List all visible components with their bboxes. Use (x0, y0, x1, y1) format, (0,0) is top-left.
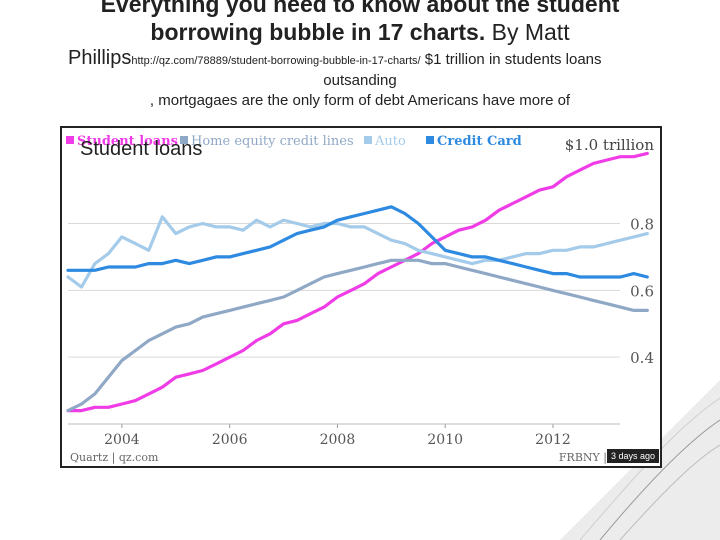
legend-swatch-3 (426, 136, 434, 144)
source-right: FRBNY | (559, 451, 607, 465)
series-line-student-loans (66, 151, 649, 413)
title-line-1: Everything you need to know about the st… (40, 0, 680, 18)
legend-label-3: Credit Card (437, 134, 522, 149)
legend-swatch-2 (364, 136, 372, 144)
y-tick-label-0.4: 0.4 (630, 349, 654, 367)
timestamp-badge: 3 days ago (607, 449, 660, 463)
subtitle-text: $1 trillion in students loans (420, 51, 602, 68)
x-tick-label-2006: 2006 (212, 432, 248, 448)
title-text-2-bold: borrowing bubble in 17 charts. (150, 19, 486, 45)
title-text-1: Everything you need to know about the st… (100, 0, 620, 17)
legend-label-1: Home equity credit lines (191, 134, 354, 149)
subtitle-continued: outsanding (323, 72, 397, 89)
series-line-home-equity-credit-lines (66, 258, 649, 413)
title-line-3: Phillipshttp://qz.com/78889/student-borr… (68, 44, 688, 75)
x-tick-label-2012: 2012 (535, 432, 571, 448)
legend-label-2: Auto (374, 134, 406, 149)
author-tail: Phillips (68, 47, 132, 69)
article-url[interactable]: http://qz.com/78889/student-borrowing-bu… (131, 55, 421, 67)
source-left: Quartz | qz.com (70, 451, 159, 465)
y-tick-label-0.8: 0.8 (630, 216, 654, 234)
legend-swatch-1 (180, 136, 188, 144)
x-tick-label-2010: 2010 (427, 432, 463, 448)
legend-swatch-0 (66, 136, 74, 144)
x-tick-label-2008: 2008 (320, 432, 356, 448)
x-tick-label-2004: 2004 (104, 432, 140, 448)
title-text-2-rest: By Matt (485, 19, 570, 45)
legend-label-0: Student loans (77, 134, 178, 149)
top-right-label: $1.0 trillion (565, 136, 655, 154)
title-line-2: borrowing bubble in 17 charts. By Matt (40, 18, 680, 46)
series-line-credit-card (66, 205, 649, 279)
student-loans-overlay-label: Student loans (80, 138, 203, 160)
y-tick-label-0.6: 0.6 (630, 282, 654, 300)
chart-frame: 0.8 0.6 0.4 $1.0 trillion Student loans Home … (60, 126, 662, 468)
mortgage-note: , mortgagaes are the only form of debt A… (149, 92, 571, 109)
series-line-auto (66, 215, 649, 289)
